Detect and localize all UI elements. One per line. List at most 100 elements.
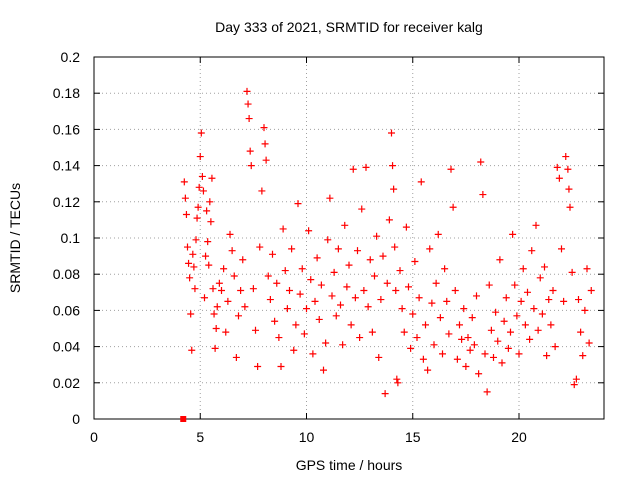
data-point — [197, 129, 205, 137]
data-point — [449, 203, 457, 211]
data-point — [195, 183, 203, 191]
data-point — [182, 210, 190, 218]
data-point — [201, 294, 208, 302]
chart-title: Day 333 of 2021, SRMTID for receiver kal… — [215, 19, 483, 35]
data-point — [356, 334, 364, 342]
data-point — [290, 346, 298, 354]
data-point — [341, 221, 349, 229]
data-point — [445, 330, 453, 338]
data-point — [256, 243, 264, 251]
data-point — [451, 286, 459, 294]
data-point — [303, 305, 310, 313]
data-point — [305, 227, 313, 235]
data-point — [300, 330, 308, 338]
data-point — [487, 326, 495, 334]
data-point — [456, 321, 463, 329]
data-point — [264, 272, 272, 280]
data-point — [479, 191, 487, 199]
data-point — [415, 294, 423, 302]
data-point — [424, 366, 432, 374]
data-point — [322, 339, 330, 347]
data-point — [579, 352, 587, 360]
data-point — [187, 310, 195, 318]
y-tick-label: 0.06 — [53, 302, 80, 318]
data-point — [273, 279, 281, 287]
data-point — [213, 303, 221, 311]
data-point — [360, 286, 368, 294]
data-point — [511, 281, 519, 289]
data-point — [190, 263, 198, 271]
data-point — [379, 252, 387, 260]
data-point — [191, 285, 199, 293]
data-point — [528, 247, 536, 255]
data-point — [389, 162, 397, 170]
data-point — [246, 147, 254, 155]
data-point — [439, 350, 446, 358]
data-point — [220, 265, 228, 273]
data-point — [587, 286, 595, 294]
data-point — [405, 283, 412, 291]
data-point — [288, 245, 296, 253]
data-point — [194, 203, 202, 211]
data-point — [294, 200, 302, 208]
data-point — [385, 216, 393, 224]
x-tick-label: 20 — [511, 429, 527, 445]
data-point — [519, 265, 527, 273]
data-point — [411, 258, 419, 266]
data-point — [475, 370, 483, 378]
data-point — [275, 334, 283, 342]
data-point — [279, 225, 287, 233]
data-point — [296, 290, 304, 298]
data-point — [517, 297, 525, 305]
data-point — [193, 214, 201, 222]
x-axis-title: GPS time / hours — [296, 457, 403, 473]
data-point — [198, 172, 206, 180]
data-point — [502, 294, 510, 302]
data-point — [490, 353, 497, 361]
data-point — [269, 250, 276, 258]
data-point — [562, 153, 570, 161]
data-point — [432, 279, 440, 287]
data-point — [407, 344, 415, 352]
data-point — [317, 281, 325, 289]
y-tick-label: 0.08 — [53, 266, 80, 282]
data-point — [545, 296, 553, 304]
zero-value-marker — [180, 416, 187, 422]
data-point — [390, 185, 398, 193]
data-point — [203, 207, 211, 215]
data-point — [226, 230, 234, 238]
data-point — [483, 388, 491, 396]
x-tick-labels: 0 5 10 15 20 — [90, 429, 527, 445]
data-point — [541, 263, 548, 271]
data-point — [364, 303, 372, 311]
y-tick-label: 0 — [72, 411, 80, 427]
data-point — [453, 355, 461, 363]
y-tick-label: 0.18 — [53, 85, 80, 101]
data-point — [422, 321, 429, 329]
data-point — [334, 245, 342, 253]
data-point — [547, 321, 555, 329]
data-point — [188, 346, 196, 354]
data-point — [286, 286, 293, 294]
y-tick-label: 0.16 — [53, 121, 80, 137]
data-point — [180, 178, 188, 186]
data-points — [180, 87, 595, 422]
data-point — [558, 245, 565, 253]
data-point — [243, 87, 251, 95]
data-point — [228, 247, 236, 255]
data-point — [400, 328, 408, 336]
data-point — [254, 363, 262, 371]
data-point — [349, 165, 357, 173]
data-point — [564, 165, 572, 173]
data-point — [328, 292, 336, 300]
axis-ticks — [93, 56, 604, 420]
data-point — [468, 314, 476, 322]
data-point — [208, 174, 216, 182]
data-point — [426, 245, 434, 253]
data-point — [339, 341, 347, 349]
data-point — [206, 198, 214, 206]
data-point — [262, 156, 270, 164]
data-point — [553, 163, 561, 171]
data-point — [536, 274, 544, 282]
data-point — [212, 325, 220, 332]
